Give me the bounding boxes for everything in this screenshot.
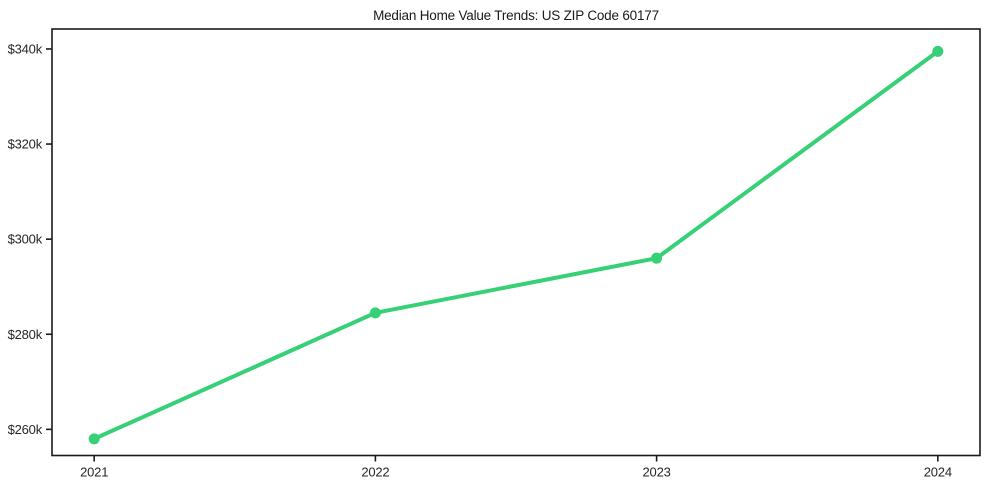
axis-ticks-layer: $260k $280k $300k $320k $340k 2021 2022 2023 202…: [8, 41, 953, 480]
data-point-2021: [88, 433, 100, 445]
y-tick-label: $280k: [8, 327, 43, 342]
y-tick-label: $260k: [8, 422, 43, 437]
x-tick-label: 2023: [643, 465, 671, 480]
data-point-2024: [932, 45, 944, 57]
series-layer: [88, 45, 944, 445]
y-tick-label: $320k: [8, 137, 43, 152]
x-tick-label: 2024: [924, 465, 952, 480]
plot-frame: [51, 28, 981, 457]
y-tick-label: $340k: [8, 41, 43, 56]
x-tick-label: 2022: [361, 465, 389, 480]
y-tick-label: $300k: [8, 232, 43, 247]
trend-line: [92, 49, 940, 441]
data-point-2023: [651, 252, 663, 264]
x-tick-label: 2021: [80, 465, 108, 480]
chart-title: Median Home Value Trends: US ZIP Code 60…: [373, 8, 659, 23]
data-point-2022: [369, 307, 381, 319]
